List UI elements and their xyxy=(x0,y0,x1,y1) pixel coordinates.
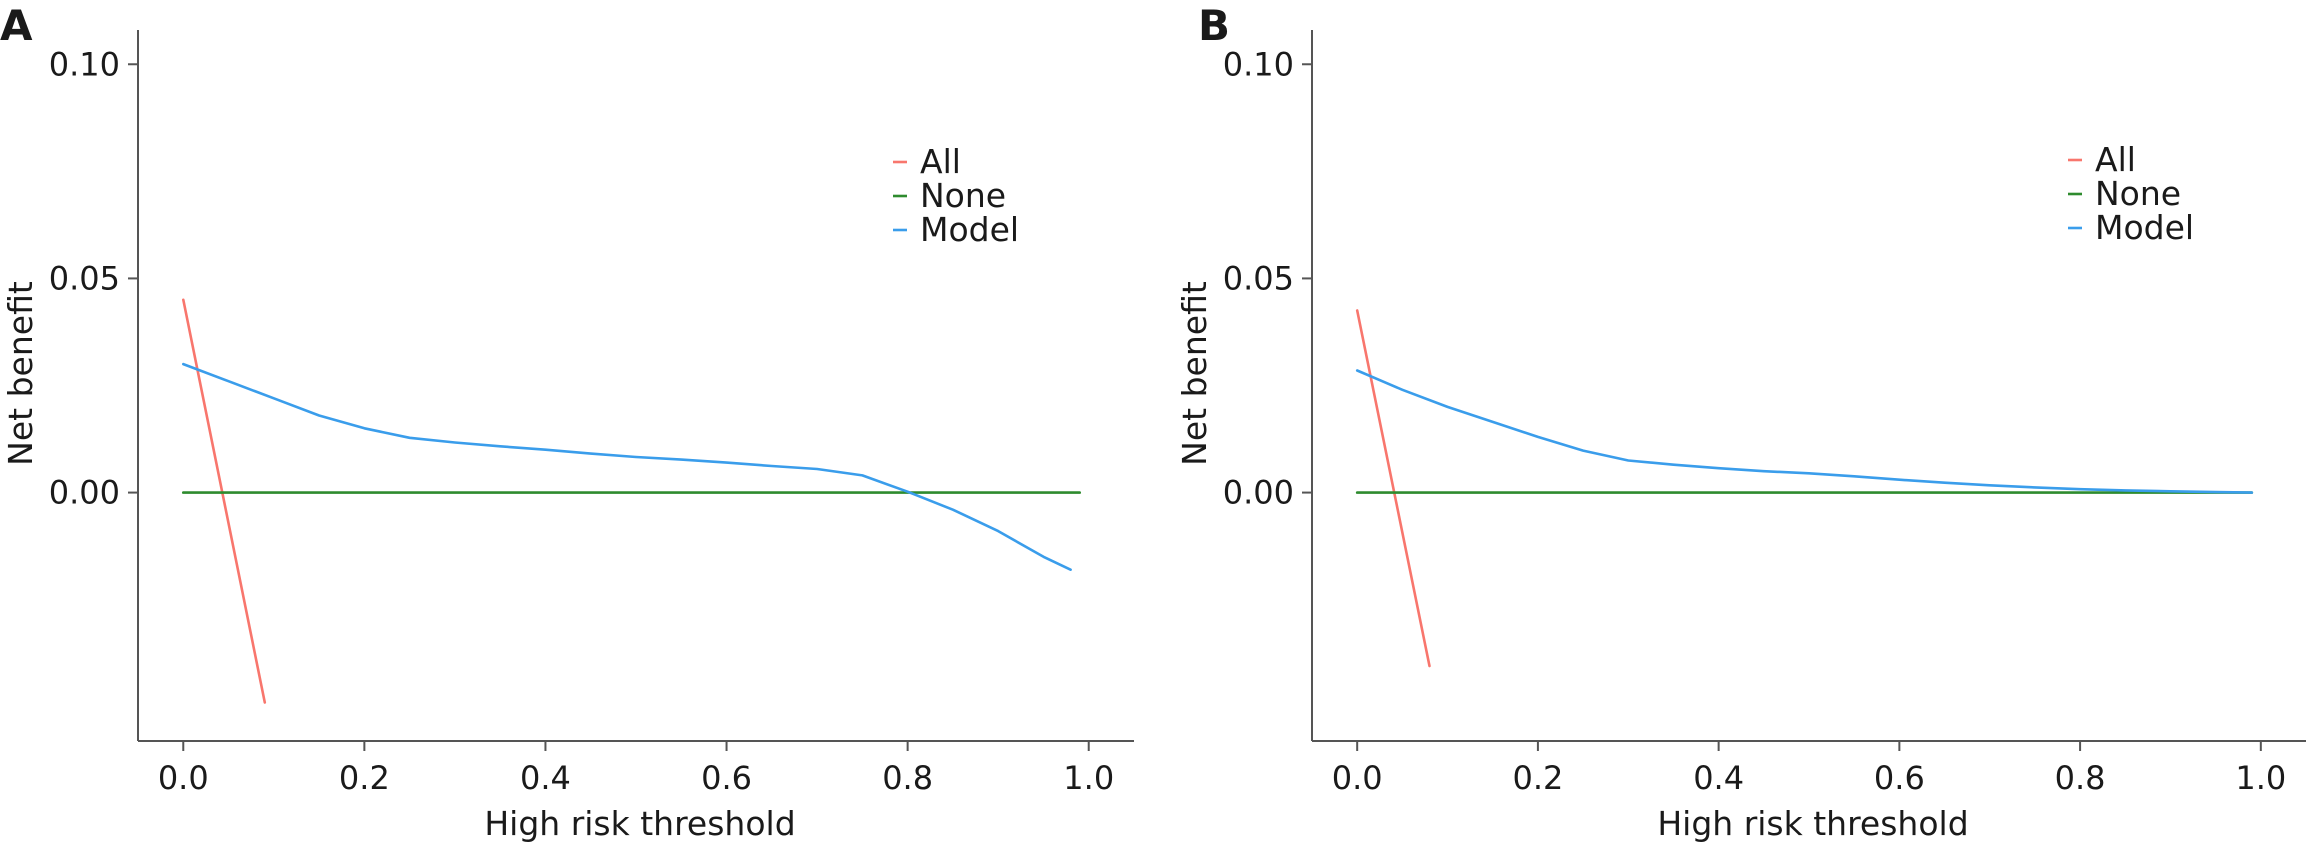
x-axis-title: High risk threshold xyxy=(1657,804,1968,843)
legend-label-all: All xyxy=(2095,140,2136,179)
x-tick-label: 0.6 xyxy=(1874,759,1925,797)
x-tick-label: 0.6 xyxy=(701,759,752,797)
y-tick-label: 0.10 xyxy=(49,45,120,83)
chart-panel-a: A 0.00 0.05 0.10 0.0 0.2 0.4 0.6 0.8 1.0 High risk… xyxy=(0,1,1134,843)
series-line-model xyxy=(1355,369,2254,494)
y-axis-title: Net benefit xyxy=(1,281,40,466)
x-tick-label: 0.8 xyxy=(882,759,933,797)
x-axis-title: High risk threshold xyxy=(484,804,795,843)
x-tick-label: 1.0 xyxy=(1063,759,1114,797)
x-tick-label: 0.4 xyxy=(1693,759,1744,797)
chart-panel-b: B 0.00 0.05 0.10 0.0 0.2 0.4 0.6 0.8 1.0 High risk… xyxy=(1175,1,2306,843)
series-line-model xyxy=(182,362,1072,572)
series-line-all xyxy=(182,298,267,704)
series-line-all xyxy=(1355,309,1431,668)
legend-label-none: None xyxy=(920,176,1006,215)
x-tick-label: 0.0 xyxy=(1332,759,1383,797)
legend-label-model: Model xyxy=(2095,208,2194,247)
x-tick-label: 0.2 xyxy=(1512,759,1563,797)
y-tick-label: 0.00 xyxy=(1223,474,1294,512)
x-tick-label: 0.2 xyxy=(339,759,390,797)
x-tick-label: 0.8 xyxy=(2055,759,2106,797)
x-tick-label: 1.0 xyxy=(2235,759,2286,797)
y-tick-label: 0.10 xyxy=(1223,45,1294,83)
y-tick-label: 0.00 xyxy=(49,474,120,512)
legend-label-all: All xyxy=(920,142,961,181)
y-tick-label: 0.05 xyxy=(1223,259,1294,297)
panel-label: A xyxy=(0,1,33,50)
panel-label: B xyxy=(1198,1,1230,50)
x-tick-label: 0.4 xyxy=(520,759,571,797)
y-axis-title: Net benefit xyxy=(1175,281,1214,466)
y-tick-label: 0.05 xyxy=(49,259,120,297)
legend-label-none: None xyxy=(2095,174,2181,213)
legend-label-model: Model xyxy=(920,210,1019,249)
x-tick-label: 0.0 xyxy=(158,759,209,797)
